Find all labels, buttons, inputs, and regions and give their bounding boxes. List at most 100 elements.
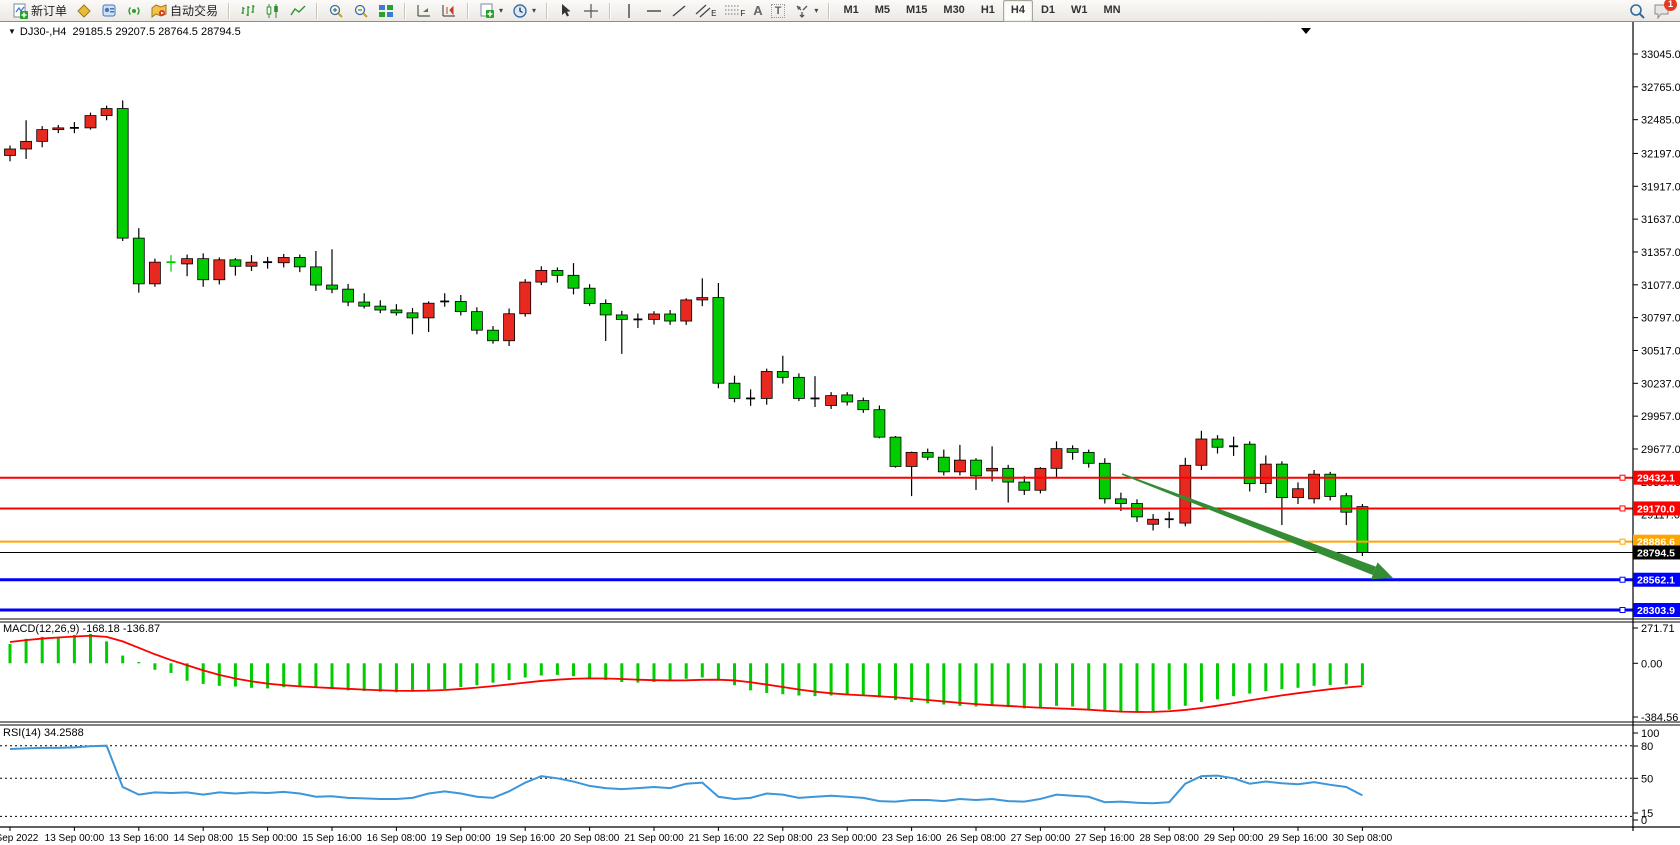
text-label-tool-button[interactable]: T — [767, 2, 790, 20]
timeframe-button-m15[interactable]: M15 — [906, 3, 928, 16]
chart-background — [0, 22, 1680, 845]
line-handle — [1619, 474, 1626, 481]
date-tick-label: 26 Sep 08:00 — [946, 833, 1006, 844]
auto-trading-button[interactable]: 自动交易 — [146, 2, 222, 20]
price-line-badge — [1633, 470, 1680, 485]
price-line-badge — [1633, 501, 1680, 516]
trendline-tool-button[interactable] — [666, 2, 691, 20]
profiles-button[interactable]: ▾ — [507, 2, 540, 20]
price-axis[interactable]: 33045.0 32765.0 32485.0 32197.0 31917.0 31637… — [1633, 49, 1680, 827]
auto-scroll-button[interactable] — [411, 2, 436, 20]
zoom-in-button[interactable] — [323, 2, 348, 20]
date-tick-label: 13 Sep 00:00 — [45, 833, 105, 844]
channel-tool-button[interactable]: E — [691, 2, 720, 20]
fibonacci-tool-button[interactable]: F — [720, 2, 749, 20]
date-axis[interactable]: 12 Sep 2022 13 Sep 00:00 13 Sep 16:00 14 Se… — [0, 827, 1393, 844]
timeframe-button-w1[interactable]: W1 — [1071, 3, 1088, 16]
symbol-header: ▼ DJ30-,H4 29185.5 29207.5 28764.5 28794.… — [8, 26, 241, 38]
date-tick-label: 14 Sep 08:00 — [173, 833, 233, 844]
collapse-triangle-icon[interactable]: ▼ — [8, 27, 16, 36]
macd-tick-label: 0.00 — [1641, 658, 1662, 670]
crosshair-tool-button[interactable] — [578, 2, 603, 20]
market-watch-button[interactable] — [71, 2, 96, 20]
price-tick-label: 29957.0 — [1641, 411, 1680, 423]
toolbar-separator — [228, 2, 230, 19]
zoom-out-icon — [352, 2, 369, 19]
price-tick-label: 31357.0 — [1641, 247, 1680, 259]
date-tick-label: 27 Sep 00:00 — [1011, 833, 1071, 844]
channel-tag: E — [711, 9, 717, 18]
zoom-out-button[interactable] — [348, 2, 373, 20]
price-tick-label: 30237.0 — [1641, 378, 1680, 390]
line-handle — [1619, 538, 1626, 545]
notifications-button[interactable]: 1 — [1653, 0, 1677, 19]
line-chart-icon — [289, 2, 306, 19]
timeframe-button-h4[interactable]: H4 — [1002, 0, 1033, 22]
new-chart-icon — [478, 2, 495, 19]
symbol-ohlc: 29185.5 29207.5 28764.5 28794.5 — [72, 26, 241, 38]
rsi-tick-label: 100 — [1641, 728, 1659, 740]
date-tick-label: 16 Sep 08:00 — [367, 833, 427, 844]
new-chart-button[interactable]: ▾ — [474, 2, 507, 20]
price-tick-label: 32197.0 — [1641, 148, 1680, 160]
price-line-badge-label: 28794.5 — [1637, 547, 1675, 559]
price-tick-label: 31077.0 — [1641, 280, 1680, 292]
horizontal-line-tool-button[interactable] — [641, 2, 666, 20]
timeframe-button-d1[interactable]: D1 — [1040, 3, 1055, 16]
cursor-icon — [557, 2, 574, 19]
timeframe-button-h1[interactable]: H1 — [980, 3, 995, 16]
data-window-button[interactable] — [96, 2, 121, 20]
macd-tick-label: -384.56 — [1641, 712, 1678, 724]
chevron-down-icon: ▾ — [814, 6, 819, 15]
arrows-tool-button[interactable]: ▾ — [789, 2, 822, 20]
timeframe-button-m30[interactable]: M30 — [943, 3, 965, 16]
rsi-tick-label: 15 — [1641, 808, 1653, 820]
date-tick-label: 29 Sep 16:00 — [1268, 833, 1328, 844]
price-line-badge — [1633, 534, 1680, 549]
chart-shift-button[interactable] — [436, 2, 461, 20]
bar-chart-button[interactable] — [235, 2, 260, 20]
timeframe-button-mn[interactable]: MN — [1103, 3, 1121, 16]
price-tick-label: 32765.0 — [1641, 82, 1680, 94]
price-tick-label: 30517.0 — [1641, 345, 1680, 357]
date-tick-label: 30 Sep 08:00 — [1333, 833, 1393, 844]
data-window-icon — [100, 2, 117, 19]
date-tick-label: 27 Sep 16:00 — [1075, 833, 1135, 844]
trend-arrow-annotation[interactable] — [1121, 473, 1393, 580]
rsi-tick-label: 50 — [1641, 773, 1653, 785]
date-tick-label: 22 Sep 08:00 — [753, 833, 813, 844]
zoom-in-icon — [327, 2, 344, 19]
tile-windows-icon — [377, 2, 394, 19]
search-icon[interactable] — [1628, 2, 1645, 19]
chevron-down-icon: ▾ — [499, 6, 504, 15]
signals-icon — [125, 2, 142, 19]
price-tick-label: 29677.0 — [1641, 444, 1680, 456]
main-toolbar: 新订单 自动交易 — [0, 0, 1680, 22]
signals-button[interactable] — [121, 2, 146, 20]
line-chart-button[interactable] — [285, 2, 310, 20]
candlestick-chart-button[interactable] — [260, 2, 285, 20]
macd-indicator-label: MACD(12,26,9) -168.18 -136.87 — [3, 623, 161, 635]
price-line-badge-label: 28303.9 — [1637, 605, 1675, 617]
date-tick-label: 20 Sep 08:00 — [560, 833, 620, 844]
text-tool-button[interactable]: A — [749, 2, 766, 20]
scroll-end-marker[interactable] — [1301, 28, 1311, 34]
cursor-tool-button[interactable] — [553, 2, 578, 20]
vertical-line-tool-button[interactable] — [616, 2, 641, 20]
rsi-tick-label: 0 — [1641, 815, 1647, 827]
price-tick-label: 33045.0 — [1641, 49, 1680, 61]
timeframe-button-m1[interactable]: M1 — [843, 3, 859, 16]
horizontal-lines-layer[interactable] — [0, 474, 1633, 614]
fibonacci-icon — [724, 2, 741, 19]
candlestick-chart-icon — [264, 2, 281, 19]
macd-signal-line — [9, 634, 1363, 713]
toolbar-separator — [546, 2, 548, 19]
price-line-badge-label: 28562.1 — [1637, 575, 1675, 587]
rsi-layer — [0, 744, 1633, 817]
timeframe-button-m5[interactable]: M5 — [874, 3, 890, 16]
tile-windows-button[interactable] — [373, 2, 398, 20]
date-tick-label: 19 Sep 00:00 — [431, 833, 491, 844]
new-order-button[interactable]: 新订单 — [7, 2, 71, 20]
rsi-indicator-label: RSI(14) 34.2588 — [3, 727, 84, 739]
